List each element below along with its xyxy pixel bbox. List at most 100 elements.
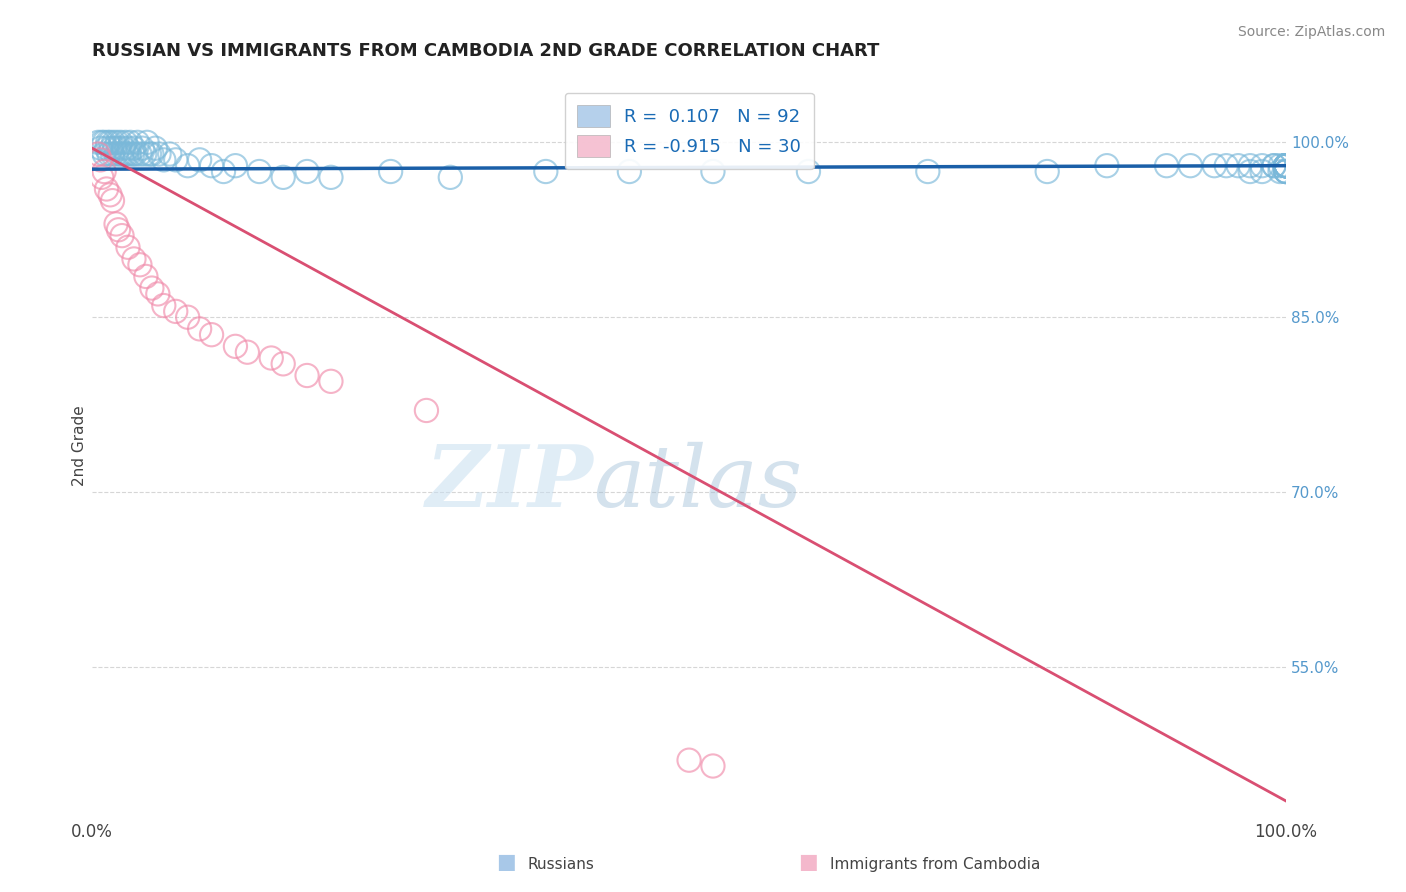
- Point: [117, 141, 139, 155]
- Point: [1180, 159, 1202, 173]
- Point: [117, 240, 139, 254]
- Point: [188, 153, 211, 167]
- Point: [1275, 159, 1298, 173]
- Text: Russians: Russians: [527, 857, 595, 872]
- Point: [176, 159, 198, 173]
- Point: [1275, 159, 1298, 173]
- Point: [105, 217, 128, 231]
- Point: [90, 153, 112, 167]
- Point: [1275, 164, 1298, 178]
- Point: [1268, 164, 1291, 178]
- Point: [98, 136, 121, 150]
- Point: [120, 136, 142, 150]
- Y-axis label: 2nd Grade: 2nd Grade: [72, 405, 87, 486]
- Point: [112, 141, 135, 155]
- Point: [121, 147, 143, 161]
- Point: [136, 136, 159, 150]
- Point: [103, 136, 125, 150]
- Point: [1275, 159, 1298, 173]
- Point: [93, 136, 115, 150]
- Point: [1263, 159, 1285, 173]
- Point: [101, 194, 124, 208]
- Point: [1251, 164, 1274, 178]
- Point: [90, 136, 112, 150]
- Text: ZIP: ZIP: [426, 441, 593, 524]
- Point: [1275, 159, 1298, 173]
- Point: [1095, 159, 1118, 173]
- Point: [917, 164, 939, 178]
- Point: [97, 147, 120, 161]
- Point: [165, 304, 187, 318]
- Point: [115, 147, 138, 161]
- Point: [97, 136, 120, 150]
- Point: [319, 170, 342, 185]
- Point: [1239, 164, 1261, 178]
- Point: [111, 147, 134, 161]
- Point: [107, 223, 129, 237]
- Point: [107, 141, 129, 155]
- Point: [1239, 159, 1261, 173]
- Point: [200, 159, 222, 173]
- Point: [124, 147, 146, 161]
- Point: [678, 753, 700, 767]
- Point: [110, 136, 132, 150]
- Point: [165, 153, 187, 167]
- Point: [159, 147, 181, 161]
- Point: [1156, 159, 1178, 173]
- Point: [702, 164, 724, 178]
- Point: [1275, 159, 1298, 173]
- Point: [98, 187, 121, 202]
- Point: [129, 258, 152, 272]
- Point: [153, 153, 176, 167]
- Point: [224, 159, 246, 173]
- Point: [114, 136, 136, 150]
- Point: [380, 164, 402, 178]
- Point: [1275, 159, 1298, 173]
- Point: [176, 310, 198, 325]
- Point: [1275, 159, 1298, 173]
- Text: atlas: atlas: [593, 442, 803, 524]
- Point: [1275, 159, 1298, 173]
- Point: [224, 339, 246, 353]
- Point: [87, 136, 110, 150]
- Point: [1275, 159, 1298, 173]
- Point: [1275, 159, 1298, 173]
- Point: [415, 403, 437, 417]
- Text: RUSSIAN VS IMMIGRANTS FROM CAMBODIA 2ND GRADE CORRELATION CHART: RUSSIAN VS IMMIGRANTS FROM CAMBODIA 2ND …: [93, 42, 880, 60]
- Point: [104, 141, 127, 155]
- Point: [96, 141, 118, 155]
- Point: [90, 141, 112, 155]
- Point: [93, 164, 115, 178]
- Point: [702, 759, 724, 773]
- Point: [236, 345, 259, 359]
- Text: ■: ■: [496, 853, 516, 872]
- Point: [96, 182, 118, 196]
- Point: [105, 147, 128, 161]
- Text: Source: ZipAtlas.com: Source: ZipAtlas.com: [1237, 25, 1385, 39]
- Point: [111, 228, 134, 243]
- Point: [1036, 164, 1059, 178]
- Point: [134, 147, 156, 161]
- Point: [1215, 159, 1237, 173]
- Point: [295, 368, 318, 383]
- Point: [188, 322, 211, 336]
- Point: [1275, 159, 1298, 173]
- Point: [212, 164, 235, 178]
- Point: [1275, 159, 1298, 173]
- Point: [141, 147, 163, 161]
- Point: [534, 164, 557, 178]
- Point: [271, 357, 294, 371]
- Point: [122, 141, 145, 155]
- Point: [129, 147, 152, 161]
- Point: [93, 147, 115, 161]
- Point: [1275, 159, 1298, 173]
- Point: [247, 164, 270, 178]
- Point: [1275, 159, 1298, 173]
- Point: [1263, 159, 1285, 173]
- Point: [295, 164, 318, 178]
- Text: ■: ■: [799, 853, 818, 872]
- Point: [619, 164, 641, 178]
- Point: [138, 147, 160, 161]
- Point: [153, 299, 176, 313]
- Text: Immigrants from Cambodia: Immigrants from Cambodia: [830, 857, 1040, 872]
